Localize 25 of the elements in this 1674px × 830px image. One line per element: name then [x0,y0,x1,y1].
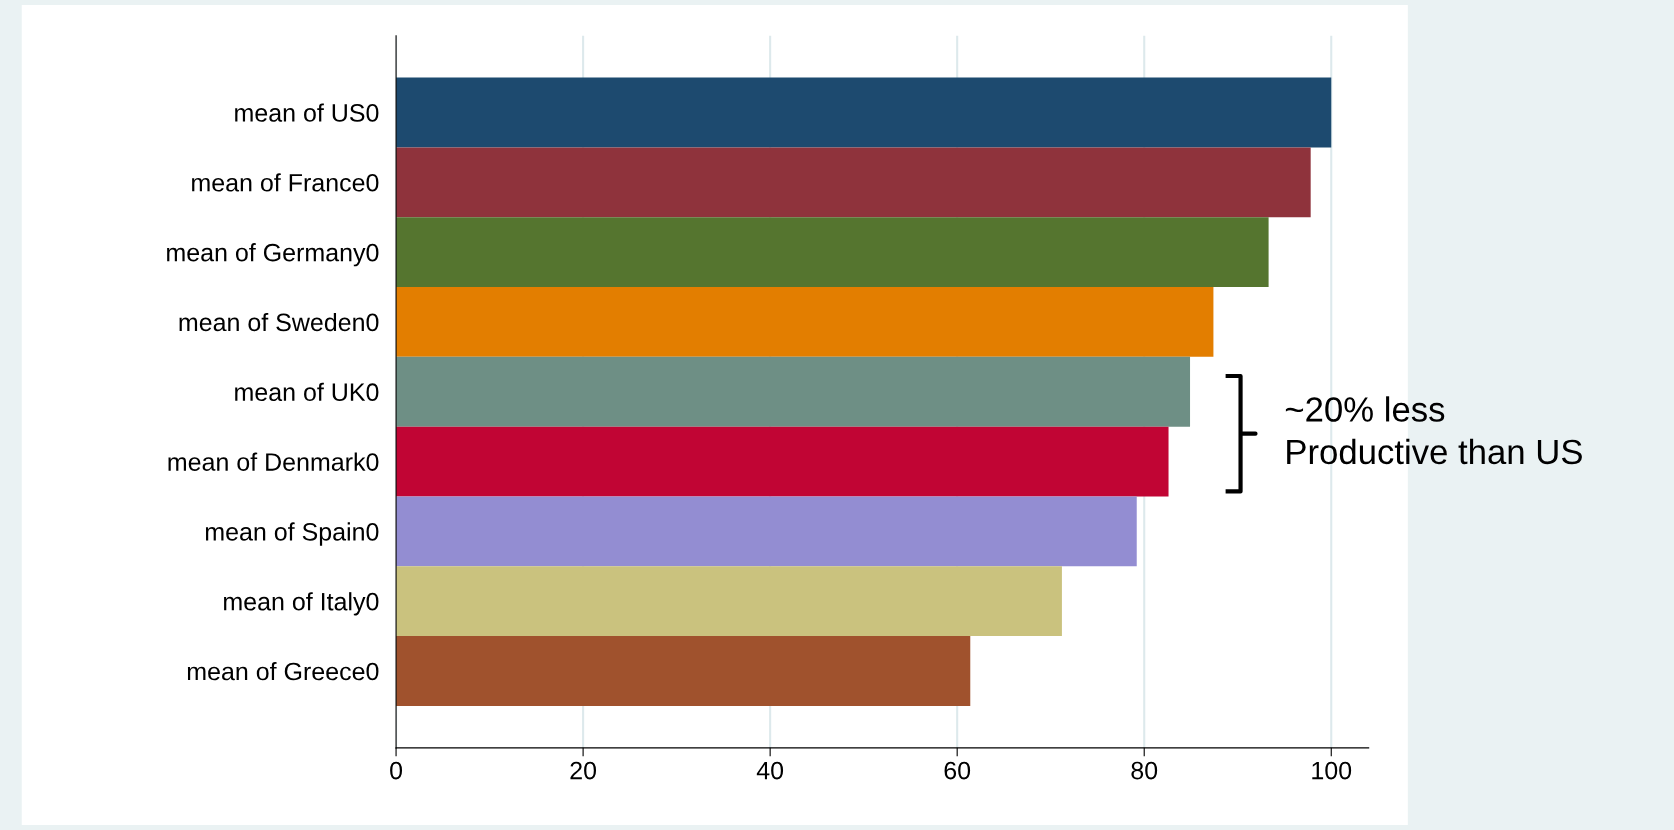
bar [396,217,1269,288]
x-tick-label: 0 [390,761,403,780]
x-tick-label: 80 [1131,761,1158,780]
y-tick-label: mean of France0 [192,173,379,192]
y-tick-label: mean of Greece0 [187,662,379,681]
bar [396,77,1332,148]
y-tick-label: mean of Italy0 [224,592,379,616]
y-tick-label: mean of Germany0 [167,243,379,267]
bar [396,426,1169,497]
annotation: ~20% less Productive than US [1285,396,1582,465]
x-tick-label: 100 [1312,761,1352,780]
x-tick-label: 20 [570,761,597,780]
y-tick-label: mean of US0 [235,103,379,122]
x-tick-label: 40 [756,761,784,780]
y-tick-label: mean of Spain0 [205,522,379,546]
y-tick-label: mean of UK0 [235,382,379,402]
x-tick-label: 60 [944,761,971,780]
bar [396,566,1062,637]
y-tick-label: mean of Denmark0 [168,452,379,471]
bar [396,636,971,706]
bar [396,496,1137,567]
bar [396,287,1214,357]
y-tick-label: mean of Sweden0 [179,312,379,332]
bar [396,356,1191,427]
bar [396,147,1311,218]
